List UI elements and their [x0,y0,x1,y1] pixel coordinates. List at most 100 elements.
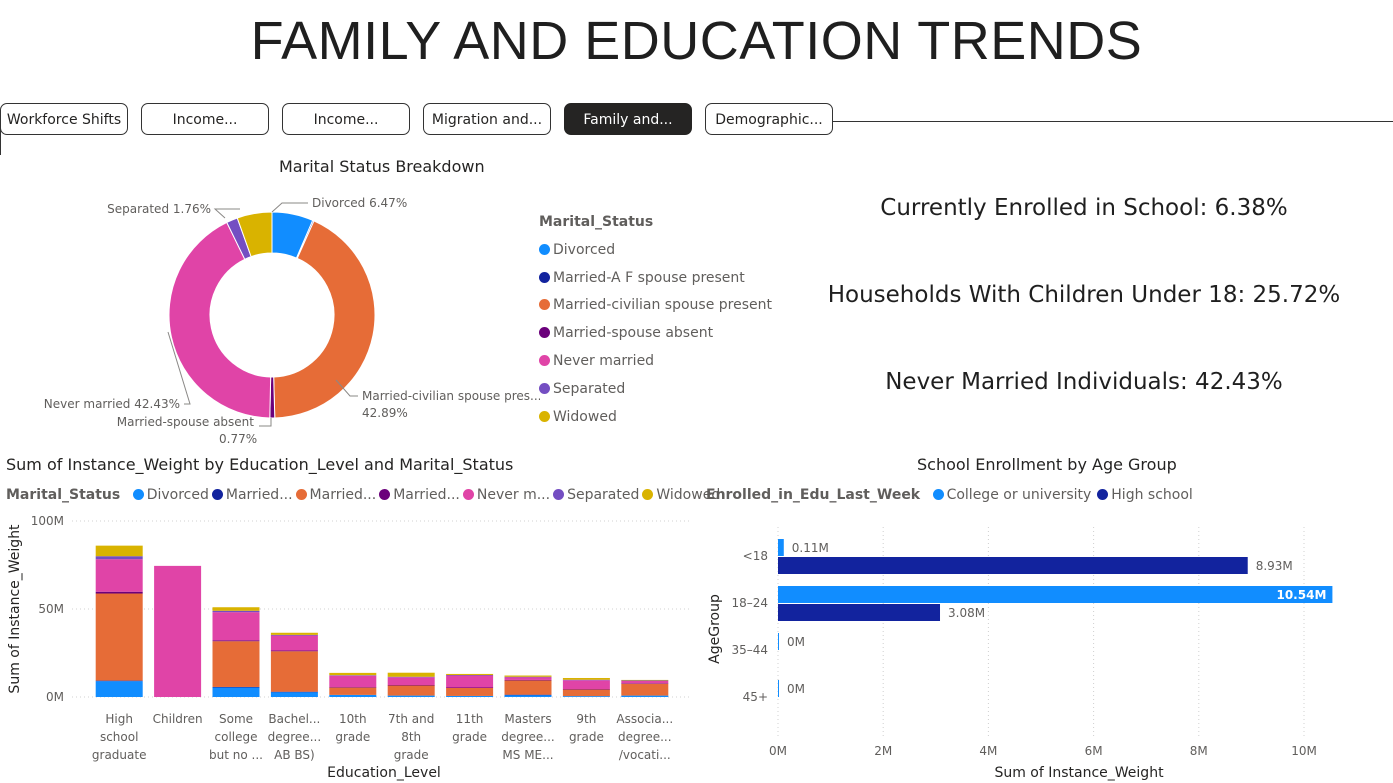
donut-legend-item-never-married[interactable]: Never married [539,348,772,376]
bar-legend-item-never-married[interactable]: Never m... [462,487,550,503]
bar-legend-item-married-spouse-absent[interactable]: Married... [379,487,460,503]
bar-segment-divorced [95,681,143,697]
legend-dot-icon [379,489,391,500]
donut-leader-line-married-spouse-absent [259,418,272,427]
kpi-enrolled-in-school: Currently Enrolled in School: 6.38% [880,195,1288,221]
bar-x-tick-label: 7th and [388,712,434,726]
bar-legend-item-married-civilian-spouse-present[interactable]: Married... [295,487,376,503]
hbar-bar-college-or-university [778,539,784,556]
legend-label: Separated [553,380,626,397]
bar-segment-divorced [446,695,494,697]
donut-label-never-married: Never married 42.43% [44,397,180,411]
bar-segment-married-spouse-absent [270,650,318,652]
legend-dot-icon [462,489,474,500]
hbar-y-tick-label: 35–44 [731,643,768,657]
bar-segment-never-married [212,612,260,641]
tabs-divider-line [830,121,1393,122]
tab-migration[interactable]: Migration and... [423,103,551,135]
legend-dot-icon [539,354,550,366]
hbar-bar-high-school [778,557,1248,574]
donut-legend-item-married-civilian-spouse-present[interactable]: Married-civilian spouse present [539,292,772,320]
hbar-legend-title: Enrolled_in_Edu_Last_Week [706,487,921,503]
legend-label: Separated [567,487,640,503]
donut-legend-item-separated[interactable]: Separated [539,376,772,404]
legend-dot-icon [539,382,550,394]
bar-segment-married-civilian-spouse-present [329,687,377,695]
bar-x-tick-label: Associa... [616,712,673,726]
legend-dot-icon [295,489,307,500]
stacked-bar-legend: Marital_Status Divorced Married... Married… [6,487,720,503]
bar-segment-divorced [387,695,435,697]
bar-segment-married-civilian-spouse-present [95,593,143,681]
hbar-x-axis-label: Sum of Instance_Weight [994,765,1164,781]
donut-label-married-civilian: Married-civilian spouse pres... [362,389,540,403]
bar-segment-never-married [621,680,669,684]
legend-label: Married... [225,487,293,503]
bar-segment-separated [504,676,552,678]
hbar-bar-college-or-university [778,633,779,650]
bar-segment-widowed [621,679,669,681]
stacked-bar-chart-title: Sum of Instance_Weight by Education_Leve… [6,455,514,474]
bar-segment-never-married [446,675,494,688]
bar-segment-married-a-f-spouse-present [95,680,143,682]
tab-family-and-education[interactable]: Family and... [564,103,692,135]
tab-income-1[interactable]: Income... [141,103,269,135]
bar-segment-separated [95,556,143,560]
bar-segment-married-spouse-absent [446,687,494,688]
bar-segment-never-married [329,675,377,688]
donut-legend-item-married-a-f-spouse-present[interactable]: Married-A F spouse present [539,265,772,293]
bar-segment-separated [387,676,435,678]
bar-y-axis-label: Sum of Instance_Weight [7,524,23,694]
bar-segment-married-civilian-spouse-present [446,687,494,696]
bar-segment-married-civilian-spouse-present [387,685,435,696]
hbar-chart-title: School Enrollment by Age Group [917,455,1177,474]
bar-segment-married-a-f-spouse-present [504,694,552,696]
donut-label-married-civilian-value: 42.89% [362,406,408,420]
hbar-legend-item-college-or-university[interactable]: College or university [932,487,1091,503]
bar-segment-widowed [562,677,610,680]
bar-x-tick-label: grade [394,748,429,762]
bar-segment-widowed [387,672,435,677]
bar-segment-never-married [95,559,143,592]
bar-legend-item-separated[interactable]: Separated [553,487,639,503]
hbar-data-label: 0.11M [792,541,829,555]
legend-dot-icon [539,327,550,339]
donut-legend-item-divorced[interactable]: Divorced [539,237,772,265]
bar-x-tick-label: grade [335,730,370,744]
donut-leader-line-married-civilian [335,379,358,397]
tab-demographic[interactable]: Demographic... [705,103,833,135]
kpi-never-married: Never Married Individuals: 42.43% [885,369,1283,395]
donut-legend-item-married-spouse-absent[interactable]: Married-spouse absent [539,320,772,348]
legend-dot-icon [539,410,550,422]
donut-legend-item-widowed[interactable]: Widowed [539,404,772,432]
bar-segment-married-spouse-absent [562,689,610,690]
hbar-x-tick-label: 8M [1190,744,1208,758]
bar-segment-married-spouse-absent [329,687,377,688]
bar-segment-married-civilian-spouse-present [504,680,552,695]
legend-label: Divorced [146,487,209,503]
bar-legend-item-married-a-f-spouse-present[interactable]: Married... [211,487,293,503]
legend-label: Married-civilian spouse present [553,297,773,314]
bar-x-tick-label: school [100,730,138,744]
bar-segment-divorced [329,694,377,697]
tab-workforce-shifts[interactable]: Workforce Shifts [0,103,128,135]
bar-legend-item-widowed[interactable]: Widowed [642,487,720,503]
tab-income-2[interactable]: Income... [282,103,410,135]
legend-label: Divorced [553,241,616,258]
bar-x-axis-label: Education_Level [327,765,441,781]
donut-leader-line-never-married [167,331,191,405]
donut-leader-line-divorced [271,202,308,213]
legend-label: Widowed [553,408,617,425]
donut-label-divorced: Divorced 6.47% [312,196,407,210]
legend-dot-icon [211,489,223,500]
bar-segment-married-spouse-absent [95,591,143,594]
bar-legend-item-divorced[interactable]: Divorced [132,487,209,503]
hbar-legend-item-high-school[interactable]: High school [1097,487,1193,503]
hbar-x-tick-label: 2M [874,744,892,758]
bar-segment-married-spouse-absent [212,640,260,642]
bar-segment-separated [212,610,260,613]
school-enrollment-bar-chart: 0M 2M 4M 6M 8M 10M Sum of Instance_Weight AgeGr… [707,527,1333,781]
hbar-bar-high-school [778,604,941,621]
bar-segment-separated [446,675,494,676]
bar-segment-married-spouse-absent [621,683,669,684]
